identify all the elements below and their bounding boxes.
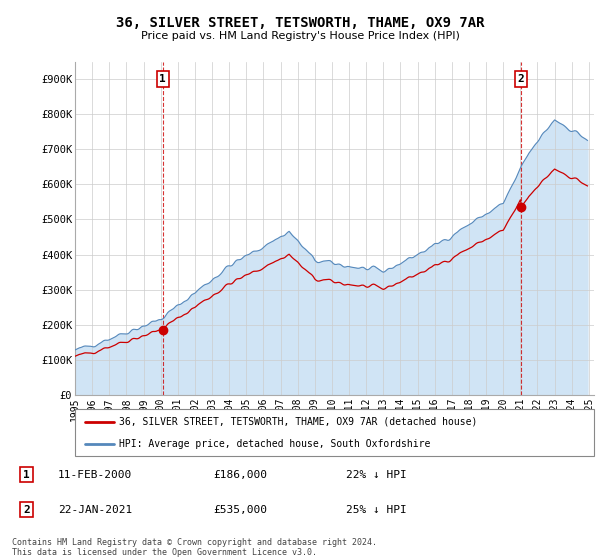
Text: Contains HM Land Registry data © Crown copyright and database right 2024.
This d: Contains HM Land Registry data © Crown c… [12, 538, 377, 557]
Text: 22-JAN-2021: 22-JAN-2021 [58, 505, 133, 515]
Text: 1: 1 [23, 470, 30, 479]
Text: 25% ↓ HPI: 25% ↓ HPI [346, 505, 407, 515]
Text: £535,000: £535,000 [214, 505, 268, 515]
Text: 36, SILVER STREET, TETSWORTH, THAME, OX9 7AR: 36, SILVER STREET, TETSWORTH, THAME, OX9… [116, 16, 484, 30]
Text: HPI: Average price, detached house, South Oxfordshire: HPI: Average price, detached house, Sout… [119, 438, 430, 449]
Text: £186,000: £186,000 [214, 470, 268, 479]
Text: 2: 2 [518, 74, 524, 84]
Text: Price paid vs. HM Land Registry's House Price Index (HPI): Price paid vs. HM Land Registry's House … [140, 31, 460, 41]
Text: 36, SILVER STREET, TETSWORTH, THAME, OX9 7AR (detached house): 36, SILVER STREET, TETSWORTH, THAME, OX9… [119, 417, 478, 427]
FancyBboxPatch shape [75, 409, 594, 456]
Text: 22% ↓ HPI: 22% ↓ HPI [346, 470, 407, 479]
Text: 11-FEB-2000: 11-FEB-2000 [58, 470, 133, 479]
Text: 1: 1 [160, 74, 166, 84]
Text: 2: 2 [23, 505, 30, 515]
